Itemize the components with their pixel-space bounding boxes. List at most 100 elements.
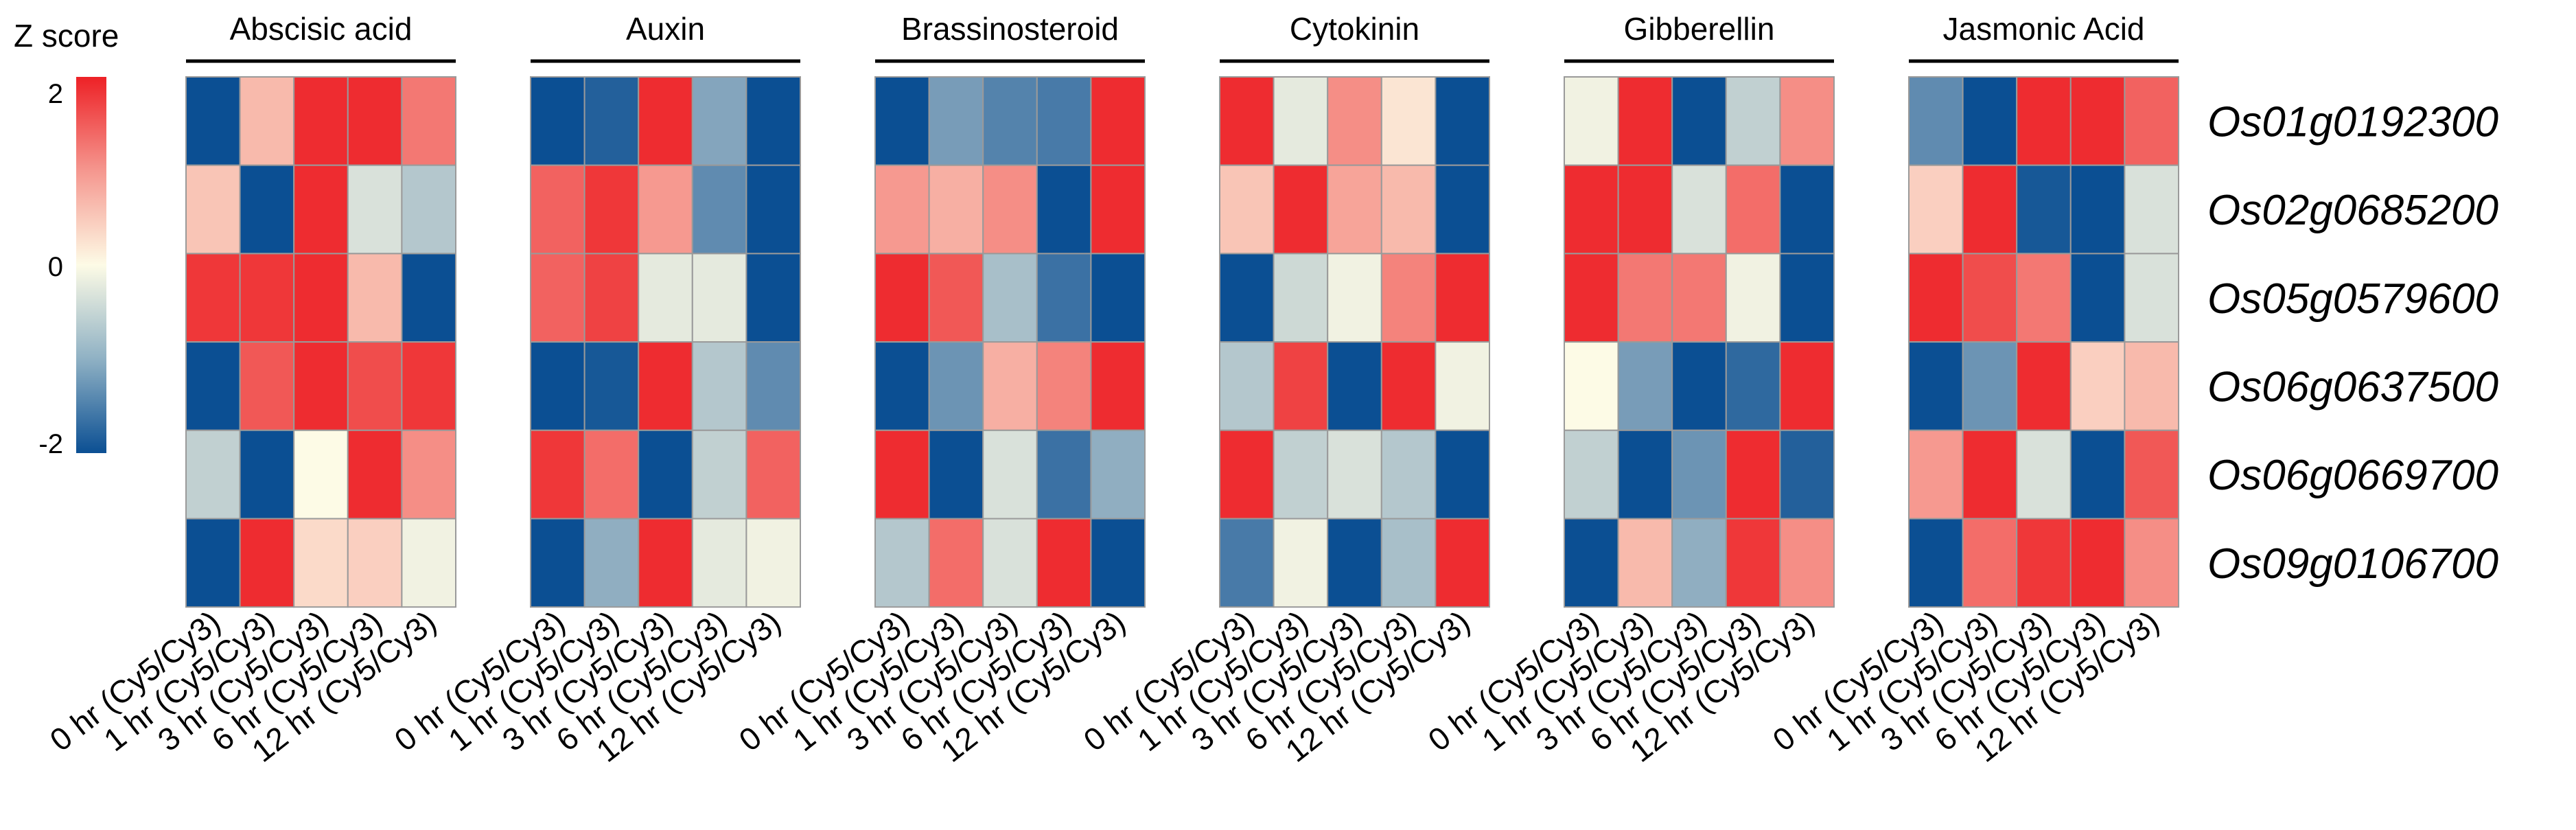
heatmap-cell (293, 253, 349, 343)
heatmap-cell (982, 518, 1038, 608)
heatmap-cell (1380, 341, 1437, 431)
heatmap-cell (2124, 429, 2179, 520)
heatmap-cell (530, 76, 585, 166)
heatmap-cell (1036, 341, 1092, 431)
heatmap-cell (2016, 429, 2072, 520)
heatmap-cell (2069, 341, 2126, 431)
heatmap-cell (1725, 429, 1781, 520)
heatmap-cell (691, 164, 747, 255)
heatmap-cell (583, 253, 640, 343)
heatmap-cell (2069, 429, 2126, 520)
heatmap-cell (982, 76, 1038, 166)
heatmap-cell (401, 76, 457, 166)
heatmap-cell (401, 164, 457, 255)
panel-title: Brassinosteroid (901, 11, 1119, 47)
heatmap-cell (1725, 518, 1781, 608)
gene-label: Os05g0579600 (2207, 275, 2498, 323)
heatmap-cell (239, 253, 295, 343)
heatmap-cell (745, 164, 802, 255)
heatmap-cell (1219, 76, 1275, 166)
heatmap-cell (2069, 253, 2126, 343)
heatmap-cell (239, 429, 295, 520)
gene-label: Os06g0637500 (2207, 363, 2498, 411)
heatmap-cell (1725, 76, 1781, 166)
heatmap-cell (1273, 341, 1329, 431)
heatmap-cell (1671, 341, 1727, 431)
heatmap-cell (1564, 429, 1619, 520)
heatmap-cell (239, 164, 295, 255)
heatmap-cell (185, 253, 241, 343)
heatmap-cell (874, 164, 930, 255)
heatmap-cell (2016, 164, 2072, 255)
heatmap-cell (1725, 164, 1781, 255)
heatmap-cell (583, 76, 640, 166)
legend-tick-min: -2 (38, 429, 63, 459)
heatmap-cell (401, 429, 457, 520)
heatmap-cell (2016, 76, 2072, 166)
legend-color-bar (76, 77, 106, 453)
heatmap-cell (347, 253, 403, 343)
panel-title: Auxin (626, 11, 705, 47)
heatmap-cell (1219, 518, 1275, 608)
heatmap-cell (1435, 253, 1490, 343)
heatmap-cell (1435, 164, 1490, 255)
heatmap-cell (1564, 164, 1619, 255)
heatmap-cell (1380, 429, 1437, 520)
legend-title: Z score (14, 18, 119, 54)
heatmap-cell (638, 429, 693, 520)
heatmap-cell (1435, 76, 1490, 166)
heatmap-cell (1962, 253, 2018, 343)
heatmap-cell (1617, 518, 1673, 608)
heatmap-cell (745, 76, 802, 166)
heatmap-cell (2124, 76, 2179, 166)
heatmap-cell (928, 164, 984, 255)
heatmap-cell (293, 518, 349, 608)
heatmap-cell (1219, 253, 1275, 343)
heatmap-cell (1617, 429, 1673, 520)
heatmap-cell (1962, 429, 2018, 520)
heatmap-cell (185, 76, 241, 166)
heatmap-cell (2069, 518, 2126, 608)
heatmap-cell (691, 76, 747, 166)
heatmap-cell (1779, 253, 1835, 343)
heatmap-cell (1273, 164, 1329, 255)
heatmap-cell (1273, 518, 1329, 608)
heatmap-cell (1090, 518, 1146, 608)
heatmap-cell (745, 429, 802, 520)
heatmap-cell (239, 341, 295, 431)
heatmap-cell (638, 164, 693, 255)
heatmap-cell (874, 429, 930, 520)
heatmap-cell (2016, 253, 2072, 343)
heatmap-cell (1962, 164, 2018, 255)
panel-title: Jasmonic Acid (1942, 11, 2144, 47)
heatmap-cell (874, 76, 930, 166)
heatmap-cell (1273, 429, 1329, 520)
heatmap-cell (982, 341, 1038, 431)
heatmap-cell (1671, 253, 1727, 343)
heatmap-cell (1779, 164, 1835, 255)
heatmap-cell (185, 429, 241, 520)
heatmap-cell (1435, 341, 1490, 431)
heatmap-cell (1036, 429, 1092, 520)
heatmap-cell (1219, 429, 1275, 520)
heatmap-cell (2016, 341, 2072, 431)
heatmap-cell (530, 164, 585, 255)
gene-label: Os06g0669700 (2207, 452, 2498, 499)
heatmap-cell (745, 341, 802, 431)
heatmap-cell (1908, 164, 1964, 255)
heatmap-cell (1671, 429, 1727, 520)
heatmap-cell (928, 76, 984, 166)
heatmap-cell (1380, 253, 1437, 343)
heatmap-cell (1564, 76, 1619, 166)
heatmap-cell (638, 76, 693, 166)
heatmap-cell (1380, 164, 1437, 255)
heatmap-cell (293, 164, 349, 255)
heatmap-cell (1327, 253, 1382, 343)
heatmap-cell (928, 253, 984, 343)
heatmap-cell (239, 518, 295, 608)
heatmap-cell (691, 341, 747, 431)
heatmap-cell (583, 429, 640, 520)
z-score-legend: Z score 2 0 -2 (14, 18, 119, 459)
heatmap-cell (1617, 164, 1673, 255)
